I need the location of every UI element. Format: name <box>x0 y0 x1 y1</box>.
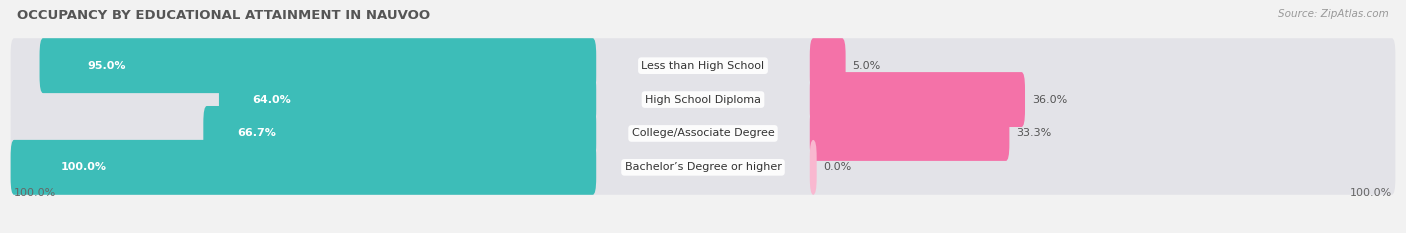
Text: Source: ZipAtlas.com: Source: ZipAtlas.com <box>1278 9 1389 19</box>
Text: 95.0%: 95.0% <box>87 61 125 71</box>
Text: 33.3%: 33.3% <box>1017 128 1052 138</box>
Text: 66.7%: 66.7% <box>238 128 277 138</box>
FancyBboxPatch shape <box>11 140 596 195</box>
Text: 0.0%: 0.0% <box>824 162 852 172</box>
FancyBboxPatch shape <box>11 38 1395 93</box>
FancyBboxPatch shape <box>810 106 1010 161</box>
FancyBboxPatch shape <box>11 72 1395 127</box>
Text: OCCUPANCY BY EDUCATIONAL ATTAINMENT IN NAUVOO: OCCUPANCY BY EDUCATIONAL ATTAINMENT IN N… <box>17 9 430 22</box>
FancyBboxPatch shape <box>810 72 1025 127</box>
Text: 100.0%: 100.0% <box>1350 188 1392 198</box>
Text: 100.0%: 100.0% <box>60 162 107 172</box>
FancyBboxPatch shape <box>11 106 1395 161</box>
FancyBboxPatch shape <box>219 72 596 127</box>
FancyBboxPatch shape <box>810 140 817 195</box>
Text: Bachelor’s Degree or higher: Bachelor’s Degree or higher <box>624 162 782 172</box>
FancyBboxPatch shape <box>810 38 845 93</box>
FancyBboxPatch shape <box>204 106 596 161</box>
Text: 100.0%: 100.0% <box>14 188 56 198</box>
Text: 36.0%: 36.0% <box>1032 95 1067 105</box>
Text: 64.0%: 64.0% <box>252 95 291 105</box>
Text: College/Associate Degree: College/Associate Degree <box>631 128 775 138</box>
Text: High School Diploma: High School Diploma <box>645 95 761 105</box>
FancyBboxPatch shape <box>11 140 1395 195</box>
FancyBboxPatch shape <box>39 38 596 93</box>
Text: 5.0%: 5.0% <box>852 61 880 71</box>
Text: Less than High School: Less than High School <box>641 61 765 71</box>
